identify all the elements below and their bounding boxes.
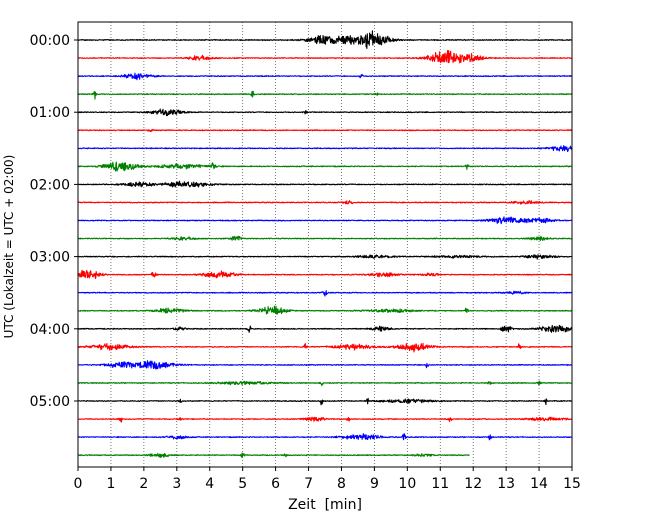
trace-line [77, 433, 572, 441]
x-tick-label: 3 [172, 476, 181, 492]
trace-line [77, 30, 572, 49]
vertical-gridlines [110, 22, 540, 467]
x-tick-label: 10 [398, 476, 416, 492]
trace-line [77, 161, 572, 172]
trace-line [77, 108, 572, 117]
y-tick-label: 00:00 [30, 33, 70, 49]
x-tick-label: 15 [563, 476, 581, 492]
x-tick-label: 12 [464, 476, 482, 492]
trace-line [77, 145, 573, 153]
x-tick-label: 4 [205, 476, 214, 492]
y-axis-label: UTC (Lokalzeit = UTC + 02:00) [2, 155, 16, 339]
trace-line [77, 72, 572, 81]
trace-line [77, 324, 572, 333]
trace-line [77, 360, 573, 370]
seismic-traces [77, 30, 573, 459]
x-tick-label: 2 [139, 476, 148, 492]
trace-line [77, 50, 572, 64]
y-tick-label: 03:00 [30, 250, 70, 266]
trace-line [77, 380, 572, 387]
y-tick-label: 04:00 [30, 322, 70, 338]
x-tick-label: 9 [370, 476, 379, 492]
trace-line [77, 397, 572, 406]
trace-line [77, 290, 572, 297]
trace-line [77, 269, 572, 279]
x-axis-label: Zeit [min] [288, 497, 362, 513]
trace-line [77, 90, 573, 100]
x-tick-label: 5 [238, 476, 247, 492]
plot-frame [77, 21, 573, 468]
trace-line [77, 200, 573, 205]
trace-line [77, 416, 572, 423]
trace-line [77, 216, 572, 225]
x-tick-label: 7 [304, 476, 313, 492]
y-tick-label: 01:00 [30, 105, 70, 121]
x-axis-ticks: 0 1 2 3 4 5 6 7 8 9 10 11 12 13 14 15 [74, 467, 581, 492]
trace-line [77, 180, 572, 188]
y-tick-label: 05:00 [30, 394, 70, 410]
trace-line [77, 305, 573, 315]
x-tick-label: 14 [530, 476, 548, 492]
trace-line [77, 128, 573, 133]
y-tick-label: 02:00 [30, 177, 70, 193]
x-tick-label: 0 [74, 476, 83, 492]
y-axis-ticks: 00:00 01:00 02:00 03:00 04:00 05:00 [30, 33, 78, 410]
trace-line [77, 235, 572, 242]
x-tick-label: 6 [271, 476, 280, 492]
x-tick-label: 11 [431, 476, 449, 492]
x-tick-label: 13 [497, 476, 515, 492]
trace-line [77, 342, 572, 353]
trace-line [77, 253, 572, 260]
trace-line [77, 452, 470, 459]
x-tick-label: 8 [337, 476, 346, 492]
x-tick-label: 1 [106, 476, 115, 492]
